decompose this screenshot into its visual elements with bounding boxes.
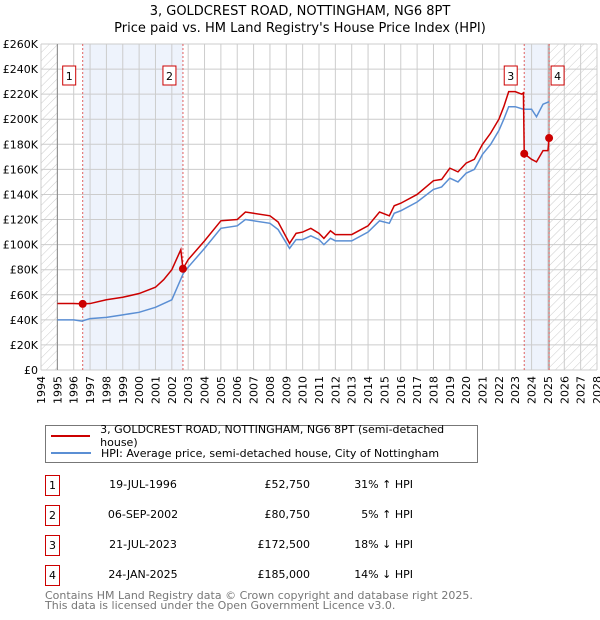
sale-label-box: [62, 65, 77, 86]
hpi-line: [57, 100, 550, 322]
transaction-hpi: 18% ↓ HPI: [354, 538, 413, 551]
transaction-marker: 1: [45, 475, 60, 496]
transaction-date: 19-JUL-1996: [109, 478, 177, 491]
footer-line-1: Contains HM Land Registry data © Crown c…: [45, 589, 473, 602]
y-tick-label: £200K: [3, 113, 39, 126]
x-tick-label: 2016: [395, 376, 408, 404]
chart-subtitle: Price paid vs. HM Land Registry's House …: [114, 21, 486, 36]
transaction-price: £185,000: [257, 568, 311, 581]
x-tick-label: 2010: [297, 376, 310, 404]
x-tick-label: 2023: [509, 376, 522, 404]
legend-hpi: HPI: Average price, semi-detached house,…: [101, 446, 440, 460]
footer-line-2: This data is licensed under the Open Gov…: [45, 599, 396, 612]
property-legend-swatch: [51, 435, 91, 437]
hatched-pre-data: [41, 44, 58, 370]
shaded-period: [82, 44, 183, 370]
legend: 3, GOLDCREST ROAD, NOTTINGHAM, NG6 8PT (…: [45, 423, 478, 463]
hpi-legend-swatch: [51, 452, 91, 454]
x-tick-label: 2013: [346, 376, 359, 404]
sale-label: 2: [166, 70, 173, 83]
x-tick-label: 2022: [493, 376, 506, 404]
y-tick-label: £20K: [10, 339, 39, 352]
y-tick-label: £140K: [3, 188, 39, 201]
x-tick-label: 2001: [149, 376, 162, 404]
sale-point: [78, 299, 87, 308]
transaction-hpi: 5% ↑ HPI: [361, 508, 413, 521]
x-tick-label: 2008: [264, 376, 277, 404]
property-price-line: [57, 90, 550, 305]
sale-point: [520, 149, 529, 158]
x-tick-label: 1998: [100, 376, 113, 404]
x-tick-label: 2014: [362, 376, 375, 404]
transaction-date: 06-SEP-2002: [107, 508, 179, 521]
y-tick-label: £100K: [3, 239, 39, 252]
transaction-date: 21-JUL-2023: [109, 538, 177, 551]
y-tick-label: £40K: [10, 314, 39, 327]
hatched-post-data: [549, 44, 597, 370]
x-tick-label: 1997: [84, 376, 97, 404]
sale-label: 1: [66, 70, 73, 83]
transaction-price: £172,500: [257, 538, 311, 551]
transaction-marker: 3: [45, 535, 60, 556]
shaded-period: [524, 44, 550, 370]
x-tick-label: 2003: [182, 376, 195, 404]
transaction-date: 24-JAN-2025: [108, 568, 178, 581]
transaction-marker: 2: [45, 505, 60, 526]
x-tick-label: 2028: [591, 376, 600, 404]
sale-label-box: [162, 65, 177, 86]
sale-label: 4: [554, 70, 561, 83]
x-tick-label: 2000: [133, 376, 146, 404]
x-tick-label: 2004: [199, 376, 212, 404]
x-tick-label: 1995: [51, 376, 64, 404]
x-tick-label: 2011: [313, 376, 326, 404]
chart-title: 3, GOLDCREST ROAD, NOTTINGHAM, NG6 8PT: [149, 4, 451, 19]
y-tick-label: £260K: [3, 38, 39, 51]
x-tick-label: 2015: [378, 376, 391, 404]
y-tick-label: £60K: [10, 289, 39, 302]
x-tick-label: 1994: [35, 376, 48, 404]
transaction-marker: 4: [45, 565, 60, 586]
y-tick-label: £120K: [3, 214, 39, 227]
footer: Contains HM Land Registry data © Crown c…: [45, 589, 473, 612]
y-tick-label: £180K: [3, 138, 39, 151]
x-tick-label: 2002: [166, 376, 179, 404]
transaction-hpi: 31% ↑ HPI: [354, 478, 413, 491]
x-tick-label: 1999: [117, 376, 130, 404]
x-tick-label: 2007: [248, 376, 261, 404]
x-tick-label: 2021: [477, 376, 490, 404]
sale-label: 3: [507, 70, 514, 83]
transaction-hpi: 14% ↓ HPI: [354, 568, 413, 581]
y-tick-label: £220K: [3, 88, 39, 101]
y-tick-label: £80K: [10, 264, 39, 277]
x-tick-label: 2024: [526, 376, 539, 404]
x-tick-label: 2020: [460, 376, 473, 404]
x-tick-label: 1996: [68, 376, 81, 404]
sale-point: [178, 264, 187, 273]
y-tick-label: £160K: [3, 163, 39, 176]
x-tick-label: 2009: [280, 376, 293, 404]
x-tick-label: 2019: [444, 376, 457, 404]
x-tick-label: 2005: [215, 376, 228, 404]
sale-label-box: [550, 65, 565, 86]
x-tick-label: 2006: [231, 376, 244, 404]
x-tick-label: 2018: [427, 376, 440, 404]
x-tick-label: 2025: [542, 376, 555, 404]
legend-property: 3, GOLDCREST ROAD, NOTTINGHAM, NG6 8PT (…: [100, 423, 445, 449]
y-tick-label: £0: [24, 364, 38, 377]
x-tick-label: 2026: [558, 376, 571, 404]
sale-label-box: [503, 65, 518, 86]
price-chart: 1994 1995 1996 1997 1998 1999 2000 2001 2002 2003…: [3, 38, 600, 404]
y-tick-label: £240K: [3, 63, 39, 76]
sale-point: [545, 134, 554, 143]
x-tick-label: 2027: [575, 376, 588, 404]
x-tick-label: 2012: [329, 376, 342, 404]
transaction-price: £80,750: [264, 508, 311, 521]
transaction-price: £52,750: [264, 478, 311, 491]
x-tick-label: 2017: [411, 376, 424, 404]
